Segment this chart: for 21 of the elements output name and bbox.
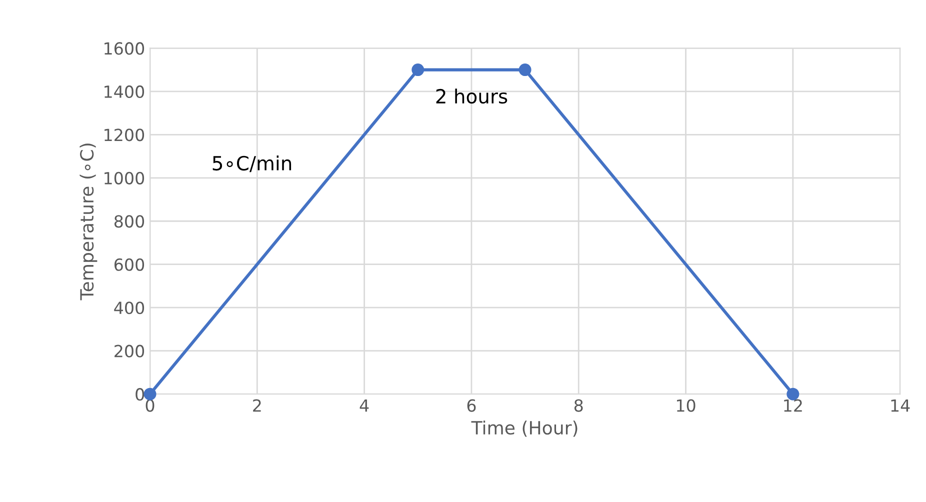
x-axis-title: Time (Hour) — [471, 420, 578, 437]
y-tick-label: 1000 — [104, 172, 144, 184]
x-tick-label: 0 — [146, 399, 154, 412]
x-tick-label: 6 — [467, 399, 476, 412]
y-tick-label: 600 — [114, 258, 144, 271]
y-tick-label: 800 — [114, 215, 144, 228]
y-tick-label: 400 — [114, 302, 144, 314]
x-tick-label: 12 — [784, 399, 802, 412]
annotation: 5∘C/min — [212, 156, 292, 172]
x-tick-label: 4 — [360, 399, 369, 412]
y-tick-label: 200 — [114, 344, 144, 358]
y-axis-title: Temperature (∘C) — [80, 144, 98, 300]
x-tick-label: 14 — [891, 399, 910, 412]
y-tick-label: 1600 — [104, 42, 144, 55]
x-tick-label: 8 — [574, 399, 583, 412]
annotation: 2 hours — [436, 88, 508, 104]
y-tick-label: 1200 — [104, 128, 144, 142]
y-tick-label: 1400 — [104, 85, 144, 98]
x-tick-label: 2 — [253, 399, 261, 412]
y-tick-label: 0 — [136, 388, 144, 401]
x-tick-label: 10 — [676, 399, 696, 412]
